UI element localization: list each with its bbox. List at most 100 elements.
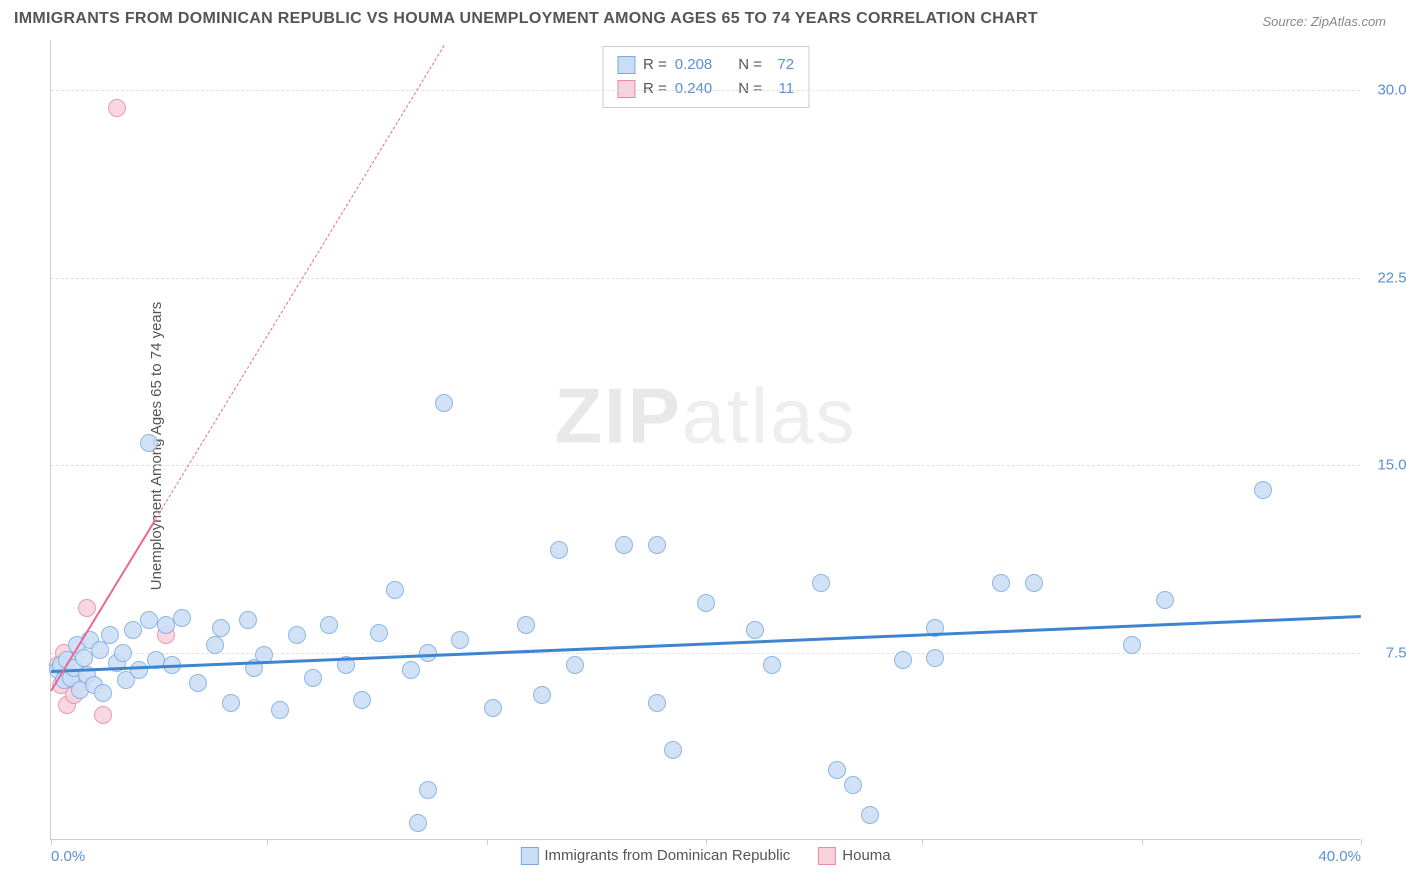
data-point-blue (94, 684, 112, 702)
data-point-blue (861, 806, 879, 824)
data-point-blue (697, 594, 715, 612)
data-point-blue (435, 394, 453, 412)
data-point-blue (746, 621, 764, 639)
gridline (51, 465, 1360, 466)
chart-title: IMMIGRANTS FROM DOMINICAN REPUBLIC VS HO… (14, 10, 1038, 28)
data-point-blue (173, 609, 191, 627)
x-tick-label: 0.0% (51, 848, 85, 865)
x-tick (487, 839, 488, 845)
legend-bottom: Immigrants from Dominican Republic Houma (520, 847, 890, 865)
data-point-blue (763, 656, 781, 674)
chart-container: IMMIGRANTS FROM DOMINICAN REPUBLIC VS HO… (0, 0, 1406, 892)
data-point-blue (419, 644, 437, 662)
legend-swatch (520, 847, 538, 865)
legend-top-row: R = 0.208 N = 72 (617, 53, 794, 77)
legend-r-value: 0.240 (675, 77, 713, 101)
data-point-blue (648, 536, 666, 554)
y-tick-label: 15.0% (1377, 457, 1406, 474)
data-point-blue (402, 661, 420, 679)
data-point-blue (130, 661, 148, 679)
x-tick-label: 40.0% (1318, 848, 1361, 865)
legend-n-label: N = (738, 53, 762, 77)
data-point-blue (101, 626, 119, 644)
watermark: ZIPatlas (554, 370, 856, 461)
data-point-blue (304, 669, 322, 687)
legend-bottom-label: Immigrants from Dominican Republic (544, 847, 790, 864)
data-point-blue (844, 776, 862, 794)
data-point-blue (212, 619, 230, 637)
data-point-blue (533, 686, 551, 704)
x-tick (1361, 839, 1362, 845)
data-point-blue (894, 651, 912, 669)
legend-r-label: R = (643, 53, 667, 77)
gridline (51, 653, 1360, 654)
y-tick-label: 7.5% (1386, 644, 1406, 661)
data-point-blue (140, 434, 158, 452)
legend-swatch (818, 847, 836, 865)
watermark-light: atlas (682, 371, 857, 459)
x-tick (267, 839, 268, 845)
data-point-blue (1156, 591, 1174, 609)
data-point-blue (271, 701, 289, 719)
gridline (51, 278, 1360, 279)
y-tick-label: 22.5% (1377, 269, 1406, 286)
data-point-blue (484, 699, 502, 717)
data-point-pink (94, 706, 112, 724)
legend-n-value: 11 (770, 77, 794, 101)
data-point-blue (320, 616, 338, 634)
data-point-blue (239, 611, 257, 629)
data-point-blue (828, 761, 846, 779)
legend-swatch (617, 80, 635, 98)
data-point-blue (222, 694, 240, 712)
x-tick (1142, 839, 1143, 845)
data-point-pink (108, 99, 126, 117)
data-point-blue (370, 624, 388, 642)
data-point-blue (386, 581, 404, 599)
data-point-blue (114, 644, 132, 662)
data-point-blue (206, 636, 224, 654)
legend-n-value: 72 (770, 53, 794, 77)
data-point-pink (78, 599, 96, 617)
legend-swatch (617, 56, 635, 74)
legend-r-label: R = (643, 77, 667, 101)
data-point-blue (550, 541, 568, 559)
legend-r-value: 0.208 (675, 53, 713, 77)
data-point-blue (419, 781, 437, 799)
legend-n-label: N = (738, 77, 762, 101)
x-tick (51, 839, 52, 845)
data-point-blue (288, 626, 306, 644)
data-point-blue (517, 616, 535, 634)
data-point-blue (189, 674, 207, 692)
x-tick (922, 839, 923, 845)
legend-top-row: R = 0.240 N = 11 (617, 77, 794, 101)
data-point-blue (91, 641, 109, 659)
data-point-blue (353, 691, 371, 709)
data-point-blue (664, 741, 682, 759)
data-point-blue (409, 814, 427, 832)
source-label: Source: ZipAtlas.com (1262, 14, 1386, 29)
data-point-blue (566, 656, 584, 674)
data-point-blue (926, 649, 944, 667)
legend-bottom-item: Houma (818, 847, 890, 865)
data-point-blue (157, 616, 175, 634)
legend-bottom-item: Immigrants from Dominican Republic (520, 847, 790, 865)
data-point-blue (75, 649, 93, 667)
watermark-bold: ZIP (554, 371, 681, 459)
data-point-blue (124, 621, 142, 639)
x-tick (706, 839, 707, 845)
plot-area: ZIPatlas R =0.208N =72R =0.240N =11 Immi… (50, 40, 1360, 840)
data-point-blue (451, 631, 469, 649)
data-point-blue (1025, 574, 1043, 592)
data-point-blue (1254, 481, 1272, 499)
data-point-blue (615, 536, 633, 554)
legend-bottom-label: Houma (842, 847, 890, 864)
data-point-blue (992, 574, 1010, 592)
data-point-blue (648, 694, 666, 712)
gridline (51, 90, 1360, 91)
data-point-blue (140, 611, 158, 629)
data-point-blue (1123, 636, 1141, 654)
data-point-blue (812, 574, 830, 592)
legend-top: R = 0.208 N = 72 R = 0.240 N = 11 (602, 46, 809, 108)
trendline (155, 45, 444, 519)
y-tick-label: 30.0% (1377, 82, 1406, 99)
